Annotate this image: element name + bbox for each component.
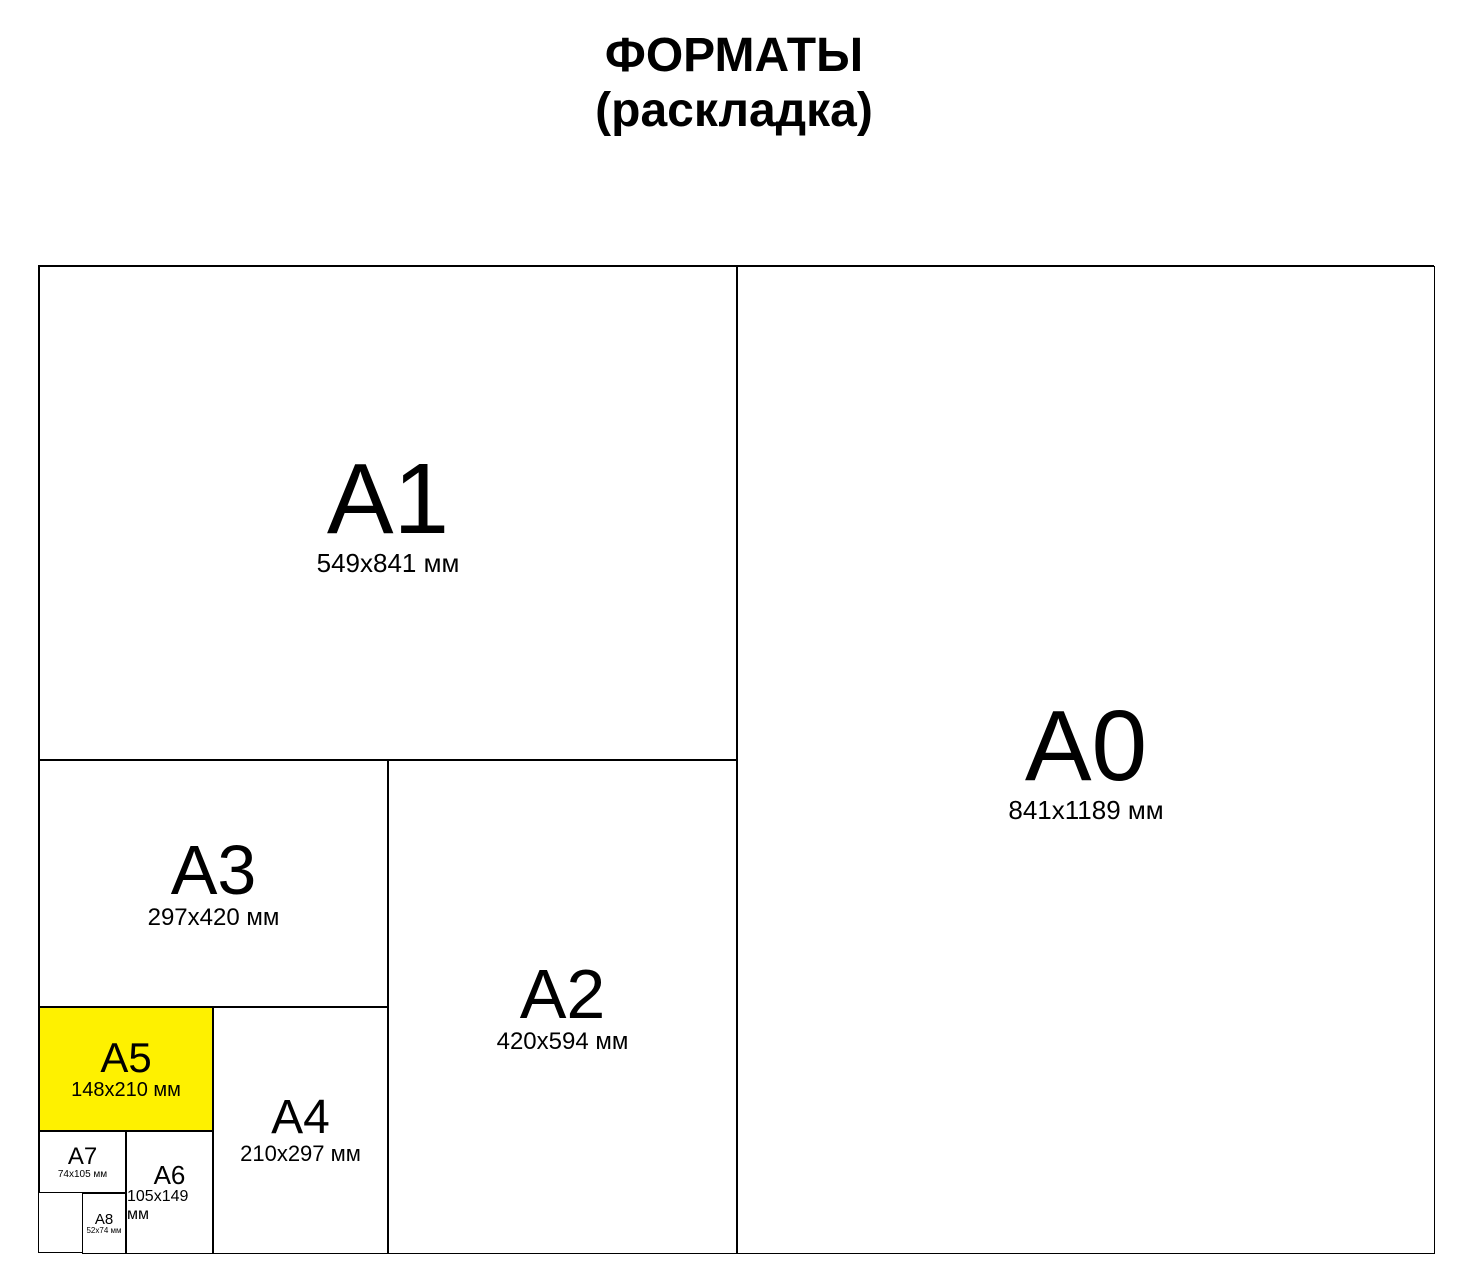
format-name: A2 bbox=[520, 959, 606, 1029]
paper-formats-diagram: A0 841x1189 мм A1 549x841 мм A2 420x594 … bbox=[38, 265, 1434, 1253]
title-line-1: ФОРМАТЫ bbox=[0, 28, 1468, 83]
format-name: A1 bbox=[327, 449, 449, 549]
format-box-a6: A6 105x149 мм bbox=[126, 1131, 213, 1254]
format-name: A4 bbox=[271, 1094, 330, 1142]
format-dimensions: 105x149 мм bbox=[127, 1188, 212, 1223]
format-dimensions: 148x210 мм bbox=[71, 1079, 181, 1101]
format-dimensions: 210x297 мм bbox=[240, 1142, 361, 1166]
format-box-a2: A2 420x594 мм bbox=[388, 760, 737, 1254]
format-dimensions: 841x1189 мм bbox=[1008, 796, 1163, 825]
format-box-a1: A1 549x841 мм bbox=[39, 266, 737, 760]
format-box-a4: A4 210x297 мм bbox=[213, 1007, 388, 1254]
format-dimensions: 74x105 мм bbox=[58, 1169, 107, 1180]
format-name: A7 bbox=[68, 1145, 97, 1169]
format-dimensions: 420x594 мм bbox=[497, 1029, 629, 1055]
format-box-a7: A7 74x105 мм bbox=[39, 1131, 126, 1193]
format-box-a3: A3 297x420 мм bbox=[39, 760, 388, 1007]
format-name: A6 bbox=[154, 1162, 186, 1188]
format-name: A3 bbox=[171, 835, 257, 905]
format-name: A0 bbox=[1025, 696, 1147, 796]
format-name: A8 bbox=[95, 1212, 113, 1227]
title-block: ФОРМАТЫ (раскладка) bbox=[0, 0, 1468, 138]
format-name: A5 bbox=[100, 1037, 151, 1079]
format-box-a5: A5 148x210 мм bbox=[39, 1007, 213, 1131]
format-dimensions: 52x74 мм bbox=[86, 1227, 121, 1236]
format-dimensions: 297x420 мм bbox=[148, 905, 280, 931]
title-line-2: (раскладка) bbox=[0, 83, 1468, 138]
format-box-a0: A0 841x1189 мм bbox=[737, 266, 1435, 1254]
format-box-a8: A8 52x74 мм bbox=[82, 1193, 126, 1254]
format-dimensions: 549x841 мм bbox=[317, 549, 460, 578]
